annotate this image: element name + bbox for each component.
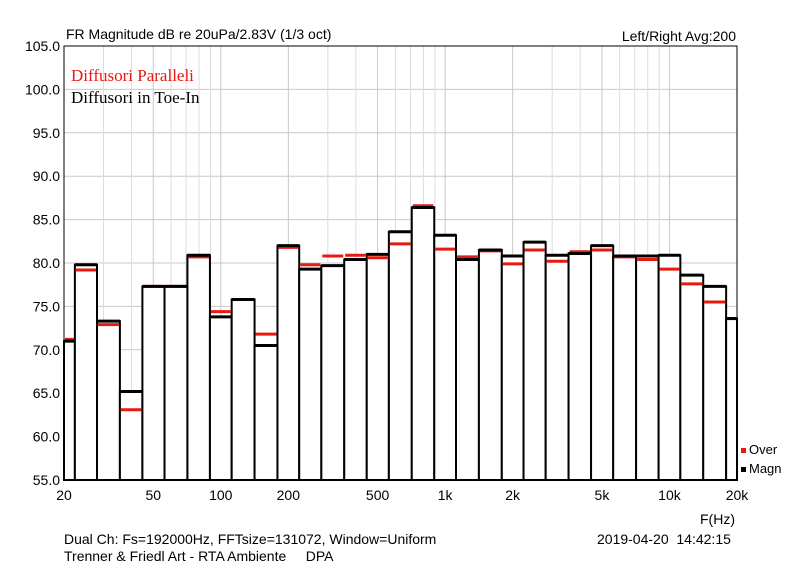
plot-frame [63,45,738,481]
x-tick-label: 100 [209,487,233,503]
magn-band-bar [230,298,256,481]
magn-band-bar [433,234,458,481]
magn-band-bar [95,320,121,481]
magn-band-bar [567,252,593,481]
legend-magn-swatch [741,467,746,472]
y-tick-label: 60.0 [33,429,60,445]
magn-band-bar [635,255,660,481]
magn-band-bar [365,253,390,481]
y-tick-label: 105.0 [25,38,60,54]
magn-band-bar [186,254,211,481]
magn-band-bar [500,255,525,481]
x-tick-label: 5k [595,487,611,503]
chart-title: FR Magnitude dB re 20uPa/2.83V (1/3 oct) [66,26,332,42]
magn-band-bar [343,258,368,482]
x-tick-label: 50 [145,487,161,503]
x-tick-label: 2k [505,487,521,503]
magn-band-bar [298,268,323,481]
magn-band-bar [73,263,98,481]
footer-line1: Dual Ch: Fs=192000Hz, FFTsize=131072, Wi… [64,531,437,547]
y-tick-labels: 55.0 60.0 65.0 70.0 75.0 80.0 85.0 90.0 95.0 100.… [25,38,60,488]
y-tick-label: 90.0 [33,168,60,184]
magn-band-bar [702,285,728,481]
band-bars [63,206,739,482]
x-tick-labels: 20 50 100 200 500 1k 2k 5k 10k 20k [56,487,749,503]
y-tick-label: 70.0 [33,342,60,358]
magn-band-bar [477,248,503,481]
x-tick-label: 500 [366,487,390,503]
magn-band-bar [522,241,547,481]
magn-band-bar [118,390,144,481]
legend-magn-label: Magn [749,461,782,476]
magn-band-bar [208,315,233,482]
series-label-toe-in: Diffusori in Toe-In [71,88,200,107]
avg-label: Left/Right Avg:200 [621,28,736,44]
magn-band-bar [163,285,189,481]
series-paralleli-marks [64,204,737,412]
legend-over-swatch [741,448,746,453]
magn-band-bar [320,264,346,481]
x-tick-label: 200 [277,487,301,503]
footer-datetime: 2019-04-20 14:42:15 [597,531,731,547]
plot-border [63,45,738,481]
magn-band-bar [276,244,301,481]
y-tick-label: 75.0 [33,298,60,314]
x-tick-label: 10k [658,487,682,503]
x-tick-label: 20 [56,487,72,503]
y-tick-label: 55.0 [33,472,60,488]
y-tick-label: 65.0 [33,385,60,401]
x-tick-label: 1k [438,487,454,503]
magn-band-bar [590,244,615,481]
x-tick-label: 20k [726,487,750,503]
magn-band-bar [253,344,279,481]
magn-band-bar [410,206,436,481]
series-label-paralleli: Diffusori Paralleli [71,66,194,85]
magn-band-bar [679,274,705,482]
y-tick-label: 85.0 [33,212,60,228]
x-axis-label: F(Hz) [700,511,735,527]
magn-band-bar [544,254,570,481]
y-tick-label: 80.0 [33,255,60,271]
y-tick-label: 95.0 [33,125,60,141]
magn-band-bar [63,340,76,481]
magn-band-bar [455,258,480,482]
legend-over-label: Over [749,442,778,457]
magn-band-bar [657,254,682,481]
magn-band-bar [141,285,166,481]
footer-line2: Trenner & Friedl Art - RTA Ambiente DPA [64,548,334,564]
y-tick-label: 100.0 [25,81,60,97]
magn-band-bar [612,255,638,481]
magn-band-bar [725,317,739,481]
magn-band-bar [387,230,413,481]
